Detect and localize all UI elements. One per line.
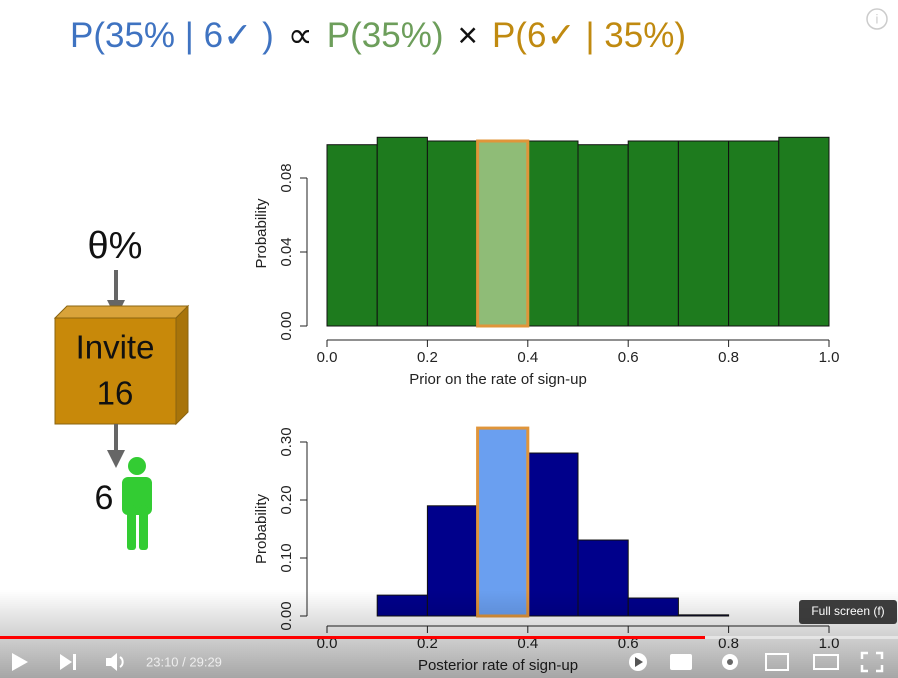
bar (376, 136, 428, 327)
person-icon (122, 457, 152, 550)
volume-button[interactable] (106, 653, 124, 671)
x-tick-label: 1.0 (819, 349, 840, 366)
x-tick-label: 0.0 (317, 349, 338, 366)
svg-text:i: i (876, 11, 879, 26)
y-axis-label: Probability (253, 493, 270, 564)
box-side (175, 304, 189, 426)
bar (778, 136, 830, 327)
bar (728, 140, 780, 327)
formula-part: ∝ (288, 16, 313, 55)
arrow-head (107, 450, 125, 468)
play-button[interactable] (12, 653, 28, 671)
y-tick-label: 0.08 (278, 163, 295, 192)
box-label: Invite (76, 329, 155, 366)
formula-part: P(6✓ | 35%) (492, 16, 686, 55)
controls-shade (0, 590, 898, 678)
bar (476, 426, 530, 618)
progress-played[interactable] (0, 636, 705, 639)
x-tick-label: 0.2 (417, 349, 438, 366)
miniplayer-button[interactable] (765, 653, 789, 671)
x-tick-label: 0.6 (618, 349, 639, 366)
formula-part: P(35%) (327, 16, 444, 55)
x-axis-label: Prior on the rate of sign-up (409, 371, 587, 388)
y-tick-label: 0.04 (278, 237, 295, 266)
y-axis-label: Probability (253, 198, 270, 269)
fullscreen-button[interactable] (860, 651, 884, 673)
box-label: 16 (97, 375, 134, 412)
bar (577, 144, 629, 327)
tooltip (799, 600, 897, 624)
box-top (53, 305, 190, 319)
next-button[interactable] (60, 654, 76, 670)
time: 23:10 / 29:29 (146, 654, 222, 669)
bar (527, 452, 579, 617)
x-tick-label: 0.8 (718, 349, 739, 366)
x-tick-label: 0.4 (517, 349, 538, 366)
formula: P(35% | 6✓ ) ∝ P(35%) × P(6✓ | 35%) (70, 16, 686, 55)
bar (527, 140, 579, 327)
info-icon[interactable]: i (866, 8, 888, 30)
formula-part: × (458, 16, 478, 55)
bar (476, 139, 530, 328)
tooltip-text: Full screen (f) (811, 604, 884, 618)
miniplayer-badge[interactable] (629, 653, 647, 671)
settings-button[interactable] (722, 654, 738, 670)
y-tick-label: 0.10 (278, 543, 295, 572)
bar (677, 140, 730, 327)
y-tick-label: 0.00 (278, 311, 295, 340)
bar (326, 144, 378, 327)
rate-label: θ% (88, 225, 143, 267)
result-label: 6 (95, 479, 114, 517)
theater-button[interactable] (813, 654, 839, 670)
subtitles-button[interactable] (670, 654, 692, 670)
bar (627, 140, 679, 327)
box (54, 317, 177, 425)
bar (426, 140, 479, 327)
y-tick-label: 0.30 (278, 427, 295, 456)
formula-part: P(35% | 6✓ ) (70, 16, 274, 55)
y-tick-label: 0.20 (278, 485, 295, 514)
